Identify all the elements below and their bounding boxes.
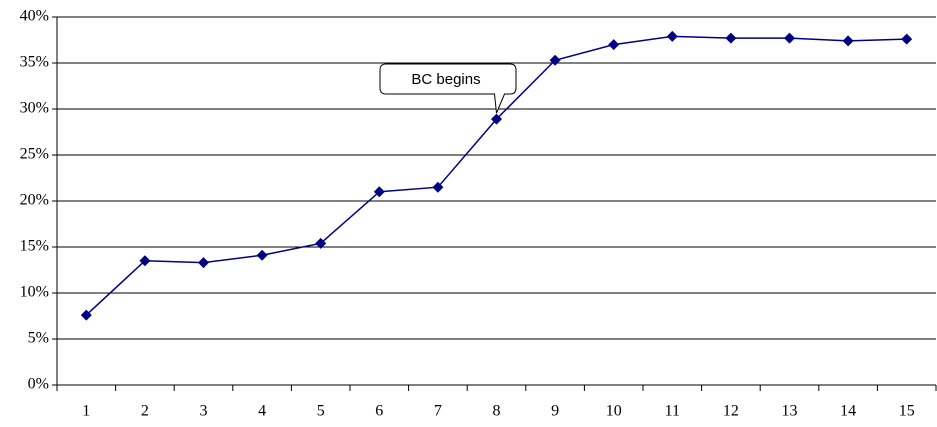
marker xyxy=(491,113,502,125)
x-tick-label: 15 xyxy=(899,403,915,420)
x-tick-label: 1 xyxy=(82,403,90,420)
callout-box xyxy=(379,63,517,114)
x-tick-label: 14 xyxy=(840,403,856,420)
marker xyxy=(784,32,795,44)
x-tick-label: 8 xyxy=(493,403,501,420)
marker xyxy=(139,255,151,267)
marker xyxy=(901,33,913,45)
marker xyxy=(432,181,444,193)
marker xyxy=(80,309,92,321)
x-tick-label: 6 xyxy=(375,403,383,420)
marker xyxy=(549,54,561,66)
y-tick-label: 5% xyxy=(28,330,49,347)
x-tick-label: 12 xyxy=(723,403,739,420)
y-tick-label: 0% xyxy=(28,376,49,393)
y-tick-label: 30% xyxy=(20,100,49,117)
x-tick-label: 4 xyxy=(258,403,266,420)
x-tick-label: 5 xyxy=(317,403,325,420)
marker xyxy=(608,39,620,51)
x-tick-label: 9 xyxy=(551,403,559,420)
y-tick-label: 15% xyxy=(20,238,49,255)
x-tick-label: 13 xyxy=(782,403,798,420)
x-tick-label: 11 xyxy=(665,403,680,420)
y-tick-label: 40% xyxy=(20,8,49,25)
marker xyxy=(315,237,327,249)
marker xyxy=(256,249,268,261)
y-tick-label: 25% xyxy=(20,146,49,163)
marker xyxy=(725,32,737,44)
marker xyxy=(842,35,854,47)
marker xyxy=(373,186,385,198)
annotation: BC begins xyxy=(411,71,480,88)
y-tick-label: 20% xyxy=(20,192,49,209)
x-tick-label: 2 xyxy=(141,403,149,420)
y-tick-label: 35% xyxy=(20,54,49,71)
marker xyxy=(198,257,209,269)
x-tick-label: 7 xyxy=(434,403,442,420)
x-tick-label: 3 xyxy=(200,403,208,420)
y-tick-label: 10% xyxy=(20,284,49,301)
x-tick-label: 10 xyxy=(606,403,622,420)
marker xyxy=(666,30,678,42)
